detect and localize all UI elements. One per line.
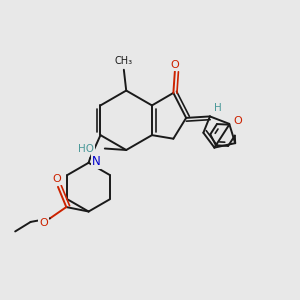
Text: HO: HO <box>78 143 94 154</box>
Text: O: O <box>52 174 61 184</box>
Text: N: N <box>92 155 100 168</box>
Text: H: H <box>214 103 222 113</box>
Text: O: O <box>233 116 242 127</box>
Text: O: O <box>171 60 179 70</box>
Text: O: O <box>39 218 48 228</box>
Text: CH₃: CH₃ <box>115 56 133 66</box>
